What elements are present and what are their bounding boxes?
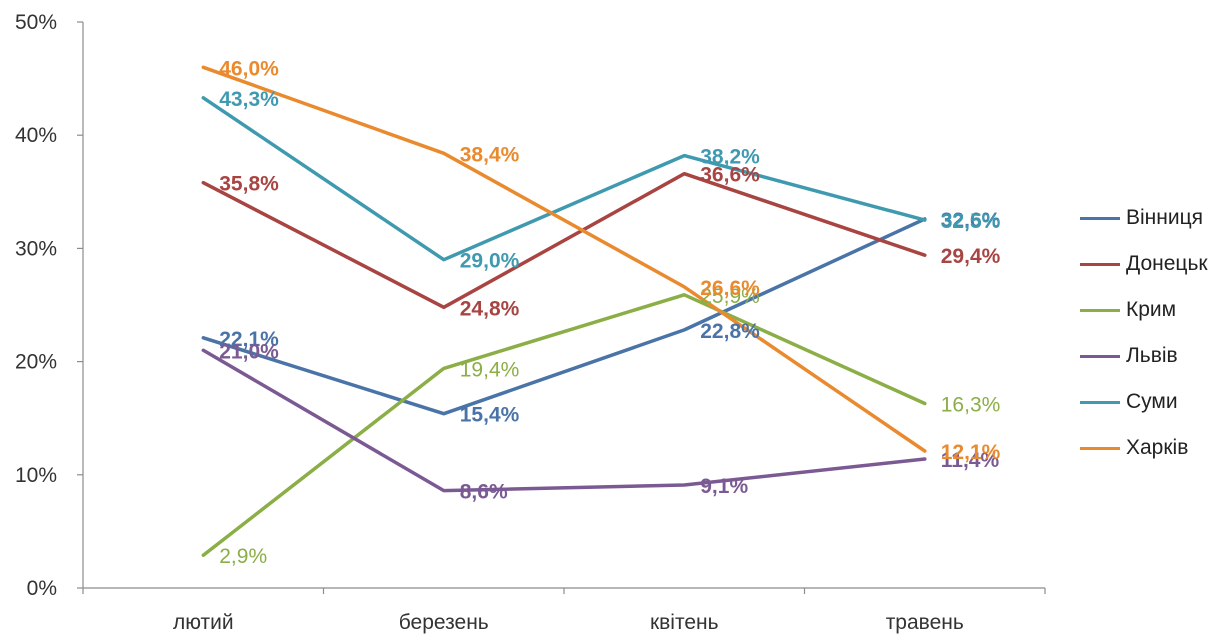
data-label: 9,1% xyxy=(700,475,748,498)
series-line xyxy=(201,65,927,453)
x-tick-label: квітень xyxy=(650,611,719,634)
data-label: 46,0% xyxy=(219,57,279,80)
legend: Вінниця Донецьк Крим Львів Суми Харків xyxy=(1080,195,1226,471)
data-label: 12,1% xyxy=(941,441,1001,464)
data-label: 22,8% xyxy=(700,320,760,343)
x-axis-ticks: лютий березень квітень травень xyxy=(173,611,964,634)
data-label: 22,1% xyxy=(219,328,279,351)
data-label: 15,4% xyxy=(460,404,520,427)
data-label: 25,9% xyxy=(700,285,760,308)
data-label: 38,4% xyxy=(460,143,520,166)
data-label: 2,9% xyxy=(219,545,267,568)
data-label: 16,3% xyxy=(941,393,1001,416)
legend-item: Крим xyxy=(1080,287,1226,333)
y-tick-label: 30% xyxy=(15,237,57,260)
x-tick-label: лютий xyxy=(173,611,234,634)
y-tick-label: 0% xyxy=(27,577,57,600)
legend-item: Суми xyxy=(1080,379,1226,425)
y-tick-label: 20% xyxy=(15,351,57,374)
series-line xyxy=(201,217,927,416)
legend-item: Вінниця xyxy=(1080,195,1226,241)
data-label: 43,3% xyxy=(219,88,279,111)
data-label: 32,5% xyxy=(941,210,1001,233)
legend-swatch xyxy=(1080,262,1120,266)
series-line xyxy=(201,293,927,557)
axes xyxy=(82,22,1046,594)
data-label: 26,6% xyxy=(700,277,760,300)
y-tick-label: 40% xyxy=(15,124,57,147)
legend-label: Донецьк xyxy=(1126,252,1208,275)
data-label: 29,4% xyxy=(941,245,1001,268)
series-line xyxy=(201,171,927,310)
legend-label: Харків xyxy=(1126,436,1189,459)
data-label: 24,8% xyxy=(460,297,520,320)
x-tick-label: березень xyxy=(399,611,489,634)
data-label: 38,2% xyxy=(700,146,760,169)
legend-swatch xyxy=(1080,354,1120,358)
legend-label: Львів xyxy=(1126,344,1178,367)
data-label: 21,0% xyxy=(219,340,279,363)
series-line xyxy=(201,348,927,493)
legend-swatch xyxy=(1080,216,1120,220)
data-label: 32,6% xyxy=(941,209,1001,232)
legend-swatch xyxy=(1080,446,1120,450)
data-label: 29,0% xyxy=(460,250,520,273)
legend-item: Донецьк xyxy=(1080,241,1226,287)
y-axis-ticks: 0% 10% 20% 30% 40% 50% xyxy=(15,11,83,600)
data-label: 36,6% xyxy=(700,164,760,187)
series-line xyxy=(201,96,927,262)
legend-swatch xyxy=(1080,308,1120,312)
data-label: 35,8% xyxy=(219,173,279,196)
x-tick-label: травень xyxy=(886,611,964,634)
legend-label: Крим xyxy=(1126,298,1177,321)
legend-label: Вінниця xyxy=(1126,206,1203,229)
data-label: 19,4% xyxy=(460,358,520,381)
y-tick-label: 10% xyxy=(15,464,57,487)
y-tick-label: 50% xyxy=(15,11,57,34)
series-lines xyxy=(201,65,927,557)
data-labels: 22,1% 15,4% 22,8% 32,6% 35,8% 24,8% 36,6% 29,4%… xyxy=(219,57,1000,568)
legend-item: Львів xyxy=(1080,333,1226,379)
data-label: 11,4% xyxy=(941,449,1000,472)
legend-swatch xyxy=(1080,400,1120,404)
legend-label: Суми xyxy=(1126,390,1178,413)
legend-item: Харків xyxy=(1080,425,1226,471)
data-label: 8,6% xyxy=(460,481,508,504)
